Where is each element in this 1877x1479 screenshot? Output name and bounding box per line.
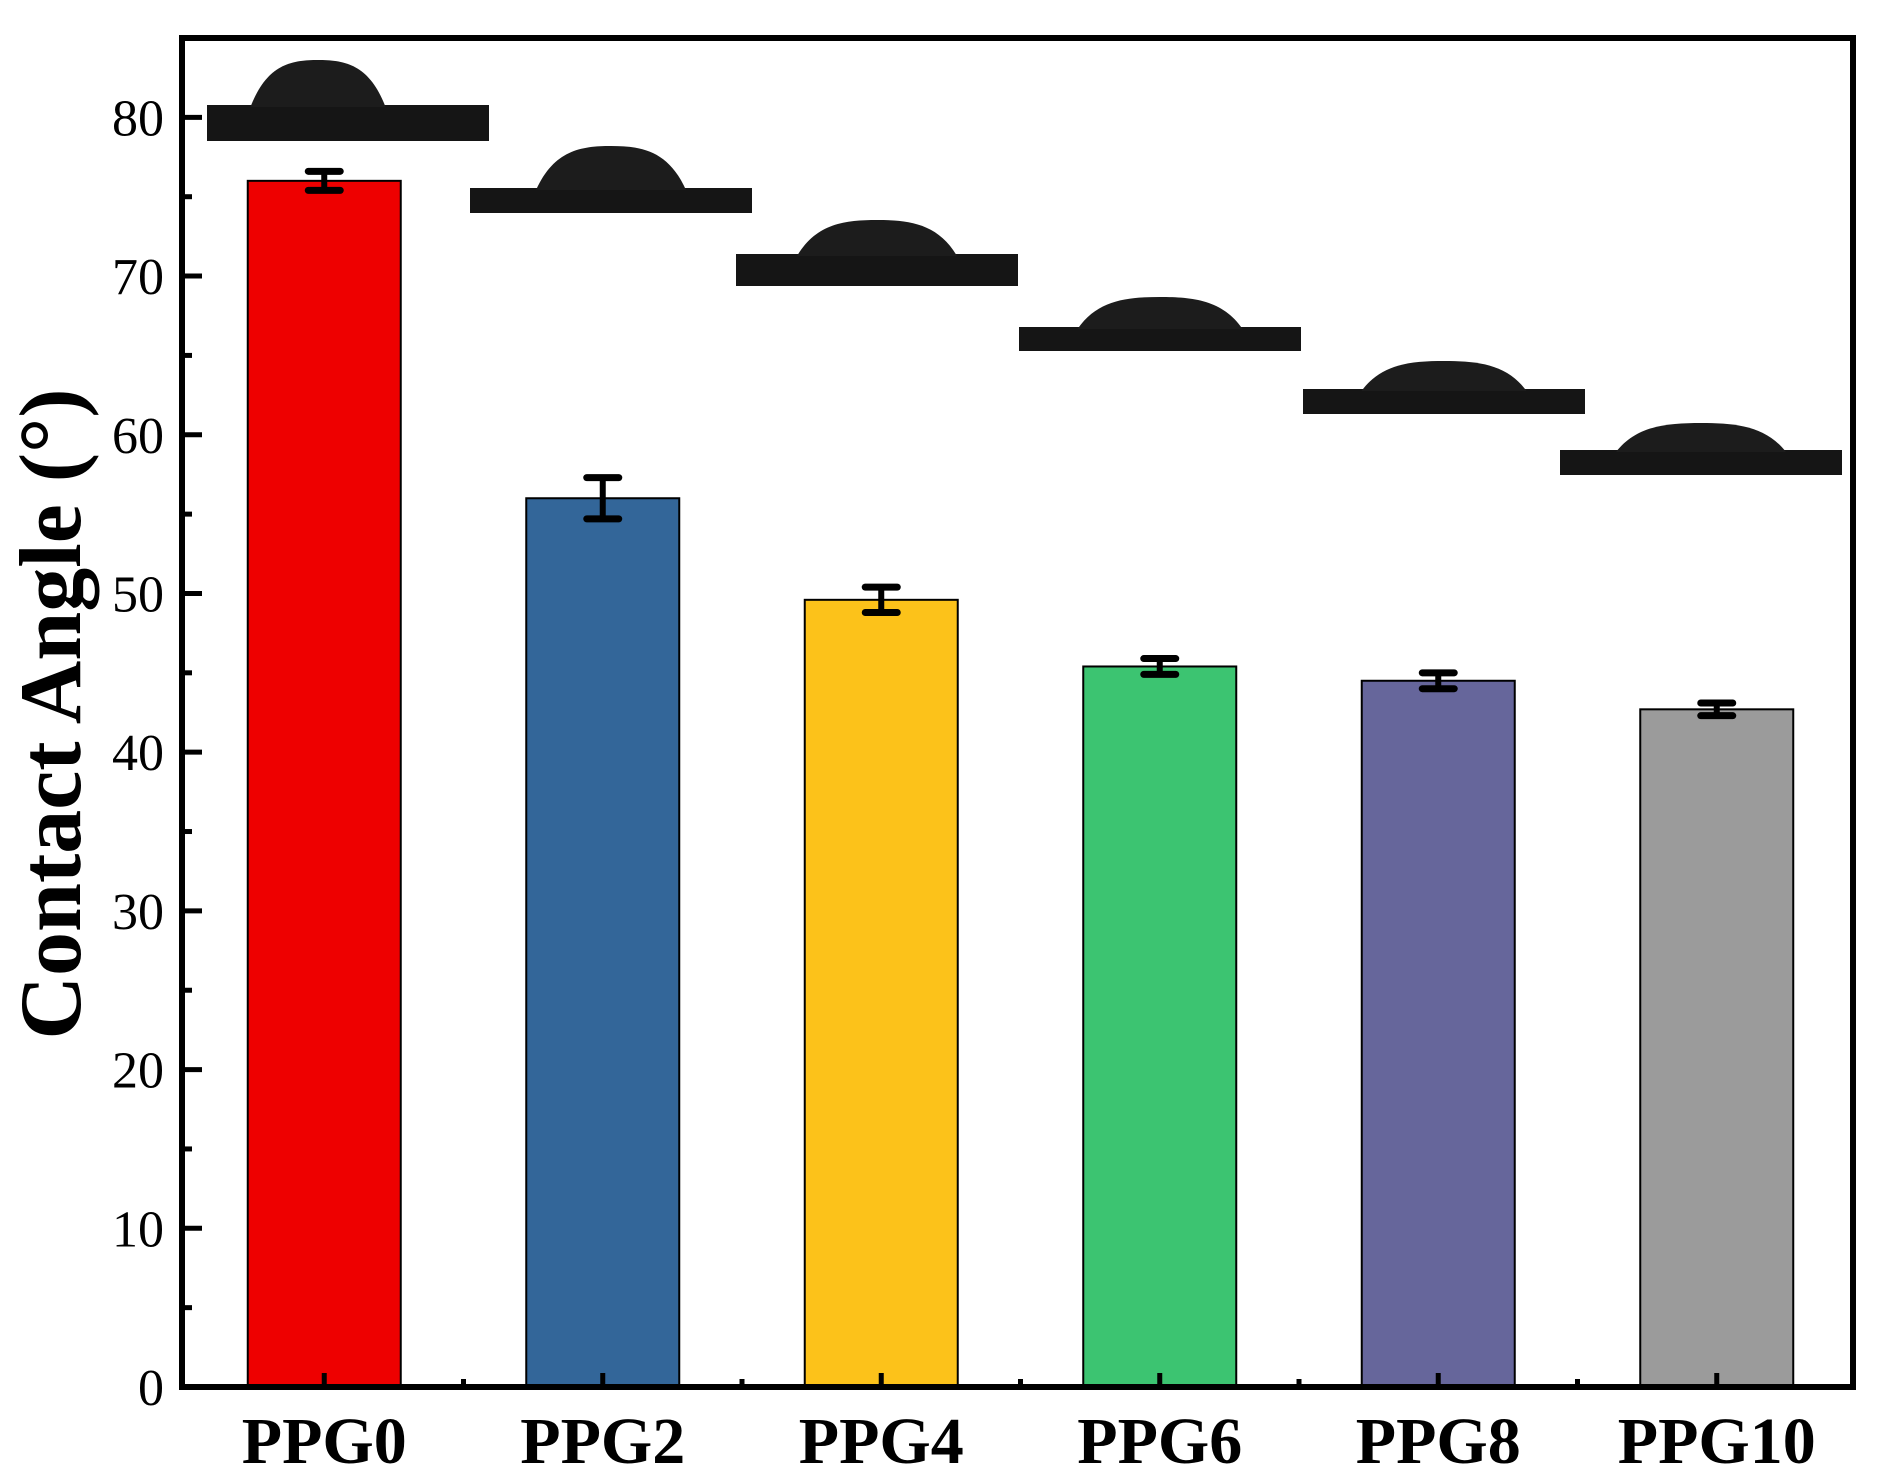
error-bar-ppg0 — [304, 167, 344, 194]
y-tick-label: 30 — [112, 884, 164, 941]
x-tick-label: PPG10 — [1618, 1405, 1816, 1474]
bar-ppg2 — [525, 497, 681, 1388]
y-tick-label: 80 — [112, 90, 164, 147]
y-tick-label: 10 — [112, 1201, 164, 1258]
error-bar-ppg6 — [1140, 655, 1180, 678]
error-bar-ppg4 — [861, 583, 901, 617]
droplet-inset-ppg8 — [1303, 361, 1585, 414]
substrate-strip — [470, 188, 752, 213]
x-tick-label: PPG4 — [799, 1405, 964, 1474]
water-droplet — [1077, 297, 1243, 329]
droplet-insets — [207, 60, 1842, 475]
error-bar-ppg8 — [1418, 669, 1458, 693]
bars — [246, 179, 1795, 1388]
y-tick-label: 40 — [112, 725, 164, 782]
y-tick-label: 20 — [112, 1043, 164, 1100]
droplet-inset-ppg10 — [1560, 423, 1842, 475]
x-tick-label: PPG2 — [520, 1405, 685, 1474]
y-tick-label: 70 — [112, 249, 164, 306]
substrate-strip — [1560, 450, 1842, 475]
bar-ppg0 — [246, 179, 402, 1388]
axes — [179, 35, 1856, 1390]
droplet-inset-ppg2 — [470, 146, 752, 213]
y-axis-title: Contact Angle (°) — [3, 388, 100, 1039]
error-bar-ppg10 — [1697, 699, 1737, 720]
bar-ppg10 — [1639, 708, 1795, 1388]
labels: 0 10 20 30 40 50 60 70 80 PPG0 PPG2 PPG4 PPG6 PPG8 PPG… — [112, 90, 1816, 1478]
substrate-strip — [1019, 327, 1301, 351]
y-tick-label: 60 — [112, 408, 164, 465]
x-tick-label: PPG6 — [1077, 1405, 1242, 1474]
bar-ppg4 — [803, 598, 959, 1388]
bar-ppg6 — [1082, 665, 1238, 1388]
substrate-strip — [1303, 389, 1585, 414]
water-droplet — [536, 146, 686, 190]
error-bar-ppg2 — [583, 474, 623, 523]
plot-frame — [179, 35, 1856, 1390]
x-tick-label: PPG8 — [1356, 1405, 1521, 1474]
water-droplet — [1616, 423, 1786, 452]
water-droplet — [1361, 361, 1527, 391]
x-tick-label: PPG0 — [242, 1405, 407, 1474]
y-tick-label: 50 — [112, 566, 164, 623]
droplet-inset-ppg4 — [736, 220, 1018, 286]
droplet-inset-ppg6 — [1019, 297, 1301, 351]
droplet-inset-ppg0 — [207, 60, 489, 141]
water-droplet — [797, 220, 957, 256]
bar-ppg8 — [1360, 679, 1516, 1388]
substrate-strip — [207, 105, 489, 141]
water-droplet — [250, 60, 386, 107]
y-tick-label: 0 — [138, 1360, 164, 1417]
error-bars — [304, 167, 1737, 720]
substrate-strip — [736, 254, 1018, 286]
